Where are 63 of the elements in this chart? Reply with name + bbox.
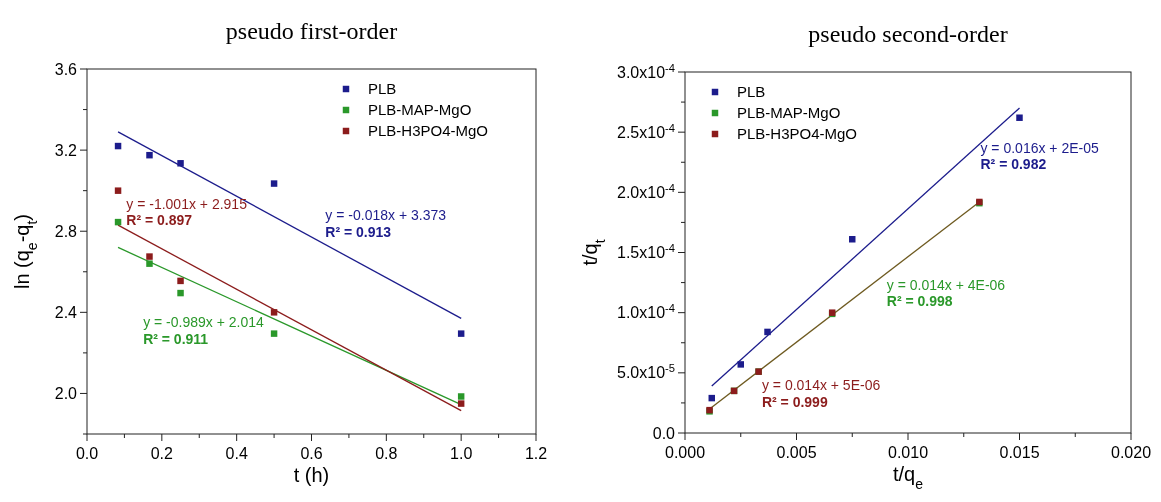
legend-label: PLB-MAP-MgO [737,104,841,122]
annotation: R² = 0.897 [126,211,193,228]
x-tick-label: 0.005 [776,444,817,461]
x-tick-label: 0.020 [1110,444,1152,461]
point [146,151,153,159]
legend-label: PLB-MAP-MgO [368,101,472,119]
annotation: y = 0.014x + 5E-06 [761,376,881,393]
point [177,289,184,297]
annotation: R² = 0.998 [886,293,953,310]
point [457,330,465,337]
y-tick-label: 5.0x10$^{-5}$ [617,362,675,382]
legend-label: PLB [368,80,397,98]
legend-label: PLB-H3PO4-MgO [368,122,489,140]
x-tick-label: 0.6 [300,445,323,462]
annotation: R² = 0.911 [143,330,209,347]
chart-title: pseudo second-order [808,21,1008,47]
y-tick-label: 0.0 [652,424,676,442]
point [114,187,122,194]
y-tick-label: 3.2 [54,141,78,159]
point [764,328,771,336]
x-tick-label: 0.2 [150,445,174,462]
point [457,393,465,400]
x-tick-label: 0.0 [75,445,99,462]
point [849,236,856,243]
point [146,260,153,267]
point [177,160,184,167]
x-tick-label: 0.010 [887,444,929,461]
legend-label: PLB [737,83,766,101]
annotation: R² = 0.999 [761,393,828,410]
point [1016,114,1023,121]
annotation: R² = 0.913 [325,224,392,241]
y-tick-label: 1.0x10$^{-4}$ [617,302,675,322]
y-tick-label: 3.6 [54,60,78,78]
legend-label: PLB-H3PO4-MgO [737,125,858,143]
annotation: y = 0.014x + 4E-06 [886,276,1006,293]
annotation: y = 0.016x + 2E-05 [980,139,1099,156]
y-tick-label: 2.8 [54,222,78,240]
y-tick-label: 2.0 [54,385,78,403]
annotation: y = -0.018x + 3.373 [325,207,447,224]
y-tick-label: 2.0x10$^{-4}$ [617,181,675,201]
annotation: y = -0.989x + 2.014 [143,314,264,331]
point [146,253,153,260]
x-tick-label: 1.0 [450,445,473,462]
y-tick-label: 1.5x10$^{-4}$ [617,242,675,262]
point [457,400,465,407]
point [270,180,278,187]
point [270,330,278,337]
x-axis-title: t/q$_{e}$ [892,463,924,492]
y-tick-label: 2.4 [54,303,78,321]
x-axis-title: t (h) [293,464,330,486]
x-tick-label: 1.2 [524,445,548,462]
point [737,361,744,368]
x-tick-label: 0.4 [225,445,248,462]
x-tick-label: 0.015 [999,444,1040,461]
y-tick-label: 3.0x10$^{-4}$ [617,61,675,81]
y-tick-label: 2.5x10$^{-4}$ [617,121,675,141]
point [270,309,278,316]
point [177,277,184,285]
x-tick-label: 0.000 [664,444,706,461]
x-tick-label: 0.8 [375,445,398,462]
chart-title: pseudo first-order [225,18,398,44]
annotation: R² = 0.982 [980,156,1047,173]
annotation: y = -1.001x + 2.915 [126,195,248,212]
